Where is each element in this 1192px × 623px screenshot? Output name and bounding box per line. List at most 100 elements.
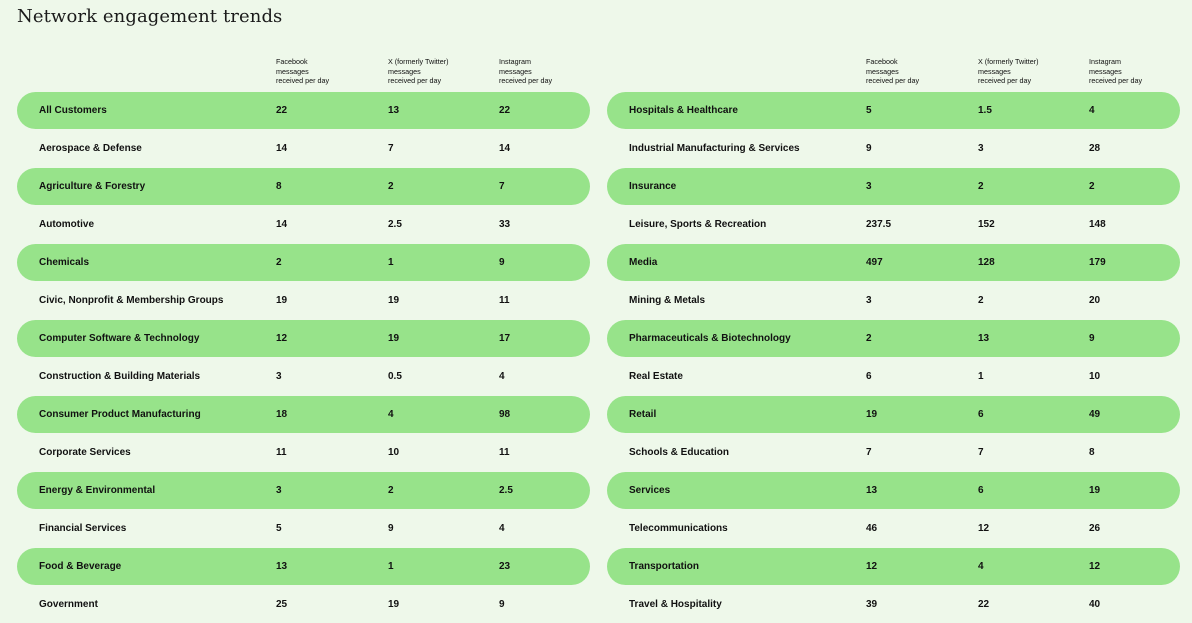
instagram-value: 33	[499, 219, 511, 230]
industry-label: Consumer Product Manufacturing	[39, 409, 201, 420]
x-value: 128	[978, 257, 995, 268]
facebook-value: 497	[866, 257, 883, 268]
facebook-value: 12	[276, 333, 288, 344]
industry-label: Financial Services	[39, 523, 127, 534]
facebook-value: 19	[276, 295, 288, 306]
instagram-value: 19	[1089, 485, 1101, 496]
table-row: All Customers 22 13 22	[17, 92, 590, 129]
industry-label: Computer Software & Technology	[39, 333, 200, 344]
x-value: 4	[978, 561, 984, 572]
right-table: Facebook messages received per day X (for…	[607, 0, 1180, 618]
x-value: 2	[978, 181, 984, 192]
x-value: 22	[978, 599, 990, 610]
facebook-value: 39	[866, 599, 878, 610]
table-row: Schools & Education 7 7 8	[607, 434, 1180, 471]
column-header-instagram: Instagram messages received per day	[1089, 57, 1143, 86]
table-row: Food & Beverage 13 1 23	[17, 548, 590, 585]
facebook-value: 7	[866, 447, 872, 458]
facebook-value: 3	[866, 295, 872, 306]
industry-label: Insurance	[629, 181, 677, 192]
industry-label: Mining & Metals	[629, 295, 706, 306]
instagram-value: 7	[499, 181, 505, 192]
instagram-value: 4	[499, 523, 505, 534]
industry-label: Hospitals & Healthcare	[629, 105, 738, 116]
table-row: Construction & Building Materials 3 0.5 4	[17, 358, 590, 395]
facebook-value: 13	[276, 561, 288, 572]
table-row: Consumer Product Manufacturing 18 4 98	[17, 396, 590, 433]
instagram-value: 179	[1089, 257, 1106, 268]
instagram-value: 11	[499, 295, 510, 306]
x-value: 1.5	[978, 105, 992, 116]
instagram-value: 23	[499, 561, 511, 572]
table-row: Transportation 12 4 12	[607, 548, 1180, 585]
instagram-value: 28	[1089, 143, 1101, 154]
instagram-value: 11	[499, 447, 510, 458]
x-value: 1	[388, 561, 394, 572]
facebook-value: 3	[276, 371, 282, 382]
x-value: 2	[388, 485, 394, 496]
industry-label: Retail	[629, 409, 657, 420]
instagram-value: 98	[499, 409, 511, 420]
table-row: Civic, Nonprofit & Membership Groups 19 19…	[17, 282, 590, 319]
column-header-x: X (formerly Twitter) messages received p…	[388, 57, 449, 86]
table-row: Telecommunications 46 12 26	[607, 510, 1180, 547]
table-row: Leisure, Sports & Recreation 237.5 152 148	[607, 206, 1180, 243]
instagram-value: 12	[1089, 561, 1101, 572]
facebook-value: 2	[276, 257, 282, 268]
table-row: Energy & Environmental 3 2 2.5	[17, 472, 590, 509]
industry-label: Leisure, Sports & Recreation	[629, 219, 767, 230]
industry-label: Government	[39, 599, 98, 610]
facebook-value: 5	[276, 523, 282, 534]
industry-label: Agriculture & Forestry	[39, 181, 146, 192]
table-row: Agriculture & Forestry 8 2 7	[17, 168, 590, 205]
facebook-value: 6	[866, 371, 872, 382]
column-header-facebook: Facebook messages received per day	[276, 57, 330, 86]
facebook-value: 25	[276, 599, 288, 610]
table-row: Real Estate 6 1 10	[607, 358, 1180, 395]
x-value: 9	[388, 523, 394, 534]
industry-label: Chemicals	[39, 257, 90, 268]
instagram-value: 10	[1089, 371, 1101, 382]
table-row: Services 13 6 19	[607, 472, 1180, 509]
facebook-value: 22	[276, 105, 288, 116]
industry-label: Media	[629, 257, 658, 268]
instagram-value: 8	[1089, 447, 1095, 458]
facebook-value: 5	[866, 105, 872, 116]
table-row: Computer Software & Technology 12 19 17	[17, 320, 590, 357]
instagram-value: 9	[499, 257, 505, 268]
instagram-value: 26	[1089, 523, 1101, 534]
industry-label: Travel & Hospitality	[629, 599, 722, 610]
x-value: 4	[388, 409, 394, 420]
table-row: Automotive 14 2.5 33	[17, 206, 590, 243]
table-row: Insurance 3 2 2	[607, 168, 1180, 205]
industry-label: Energy & Environmental	[39, 485, 156, 496]
table-row: Government 25 19 9	[17, 586, 590, 623]
facebook-value: 12	[866, 561, 878, 572]
table-row: Financial Services 5 9 4	[17, 510, 590, 547]
x-value: 13	[978, 333, 990, 344]
table-row: Aerospace & Defense 14 7 14	[17, 130, 590, 167]
industry-label: Industrial Manufacturing & Services	[629, 143, 800, 154]
x-value: 2.5	[388, 219, 402, 230]
instagram-value: 9	[1089, 333, 1095, 344]
industry-label: Transportation	[629, 561, 700, 572]
facebook-value: 14	[276, 143, 288, 154]
instagram-value: 49	[1089, 409, 1101, 420]
facebook-value: 9	[866, 143, 872, 154]
industry-label: Automotive	[39, 219, 94, 230]
facebook-value: 14	[276, 219, 288, 230]
instagram-value: 148	[1089, 219, 1106, 230]
table-row: Corporate Services 11 10 11	[17, 434, 590, 471]
facebook-value: 2	[866, 333, 872, 344]
x-value: 7	[978, 447, 984, 458]
x-value: 1	[978, 371, 984, 382]
table-row: Hospitals & Healthcare 5 1.5 4	[607, 92, 1180, 129]
x-value: 0.5	[388, 371, 402, 382]
industry-label: Pharmaceuticals & Biotechnology	[629, 333, 791, 344]
instagram-value: 14	[499, 143, 511, 154]
industry-label: Services	[629, 485, 671, 496]
instagram-value: 22	[499, 105, 511, 116]
x-value: 2	[978, 295, 984, 306]
facebook-value: 46	[866, 523, 878, 534]
table-row: Industrial Manufacturing & Services 9 3 28	[607, 130, 1180, 167]
